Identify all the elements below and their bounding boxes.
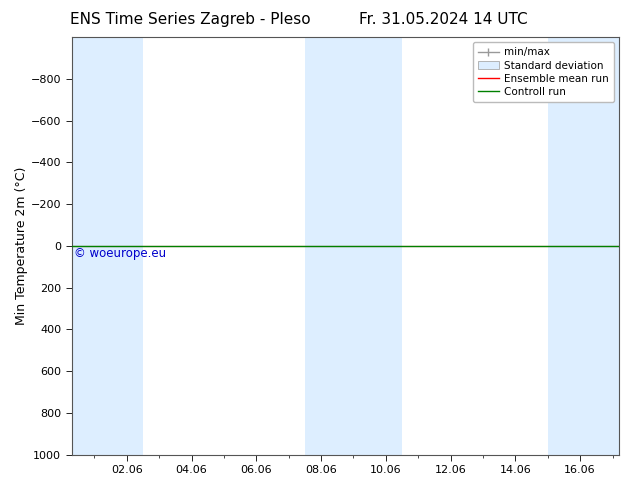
Bar [548, 37, 619, 455]
Bar [72, 37, 110, 455]
Legend: min/max, Standard deviation, Ensemble mean run, Controll run: min/max, Standard deviation, Ensemble me… [472, 42, 614, 102]
Bar [337, 37, 402, 455]
Bar [305, 37, 337, 455]
Text: ENS Time Series Zagreb - Pleso: ENS Time Series Zagreb - Pleso [70, 12, 311, 27]
Y-axis label: Min Temperature 2m (°C): Min Temperature 2m (°C) [15, 167, 28, 325]
Text: Fr. 31.05.2024 14 UTC: Fr. 31.05.2024 14 UTC [359, 12, 528, 27]
Text: © woeurope.eu: © woeurope.eu [74, 247, 167, 260]
Bar [110, 37, 143, 455]
